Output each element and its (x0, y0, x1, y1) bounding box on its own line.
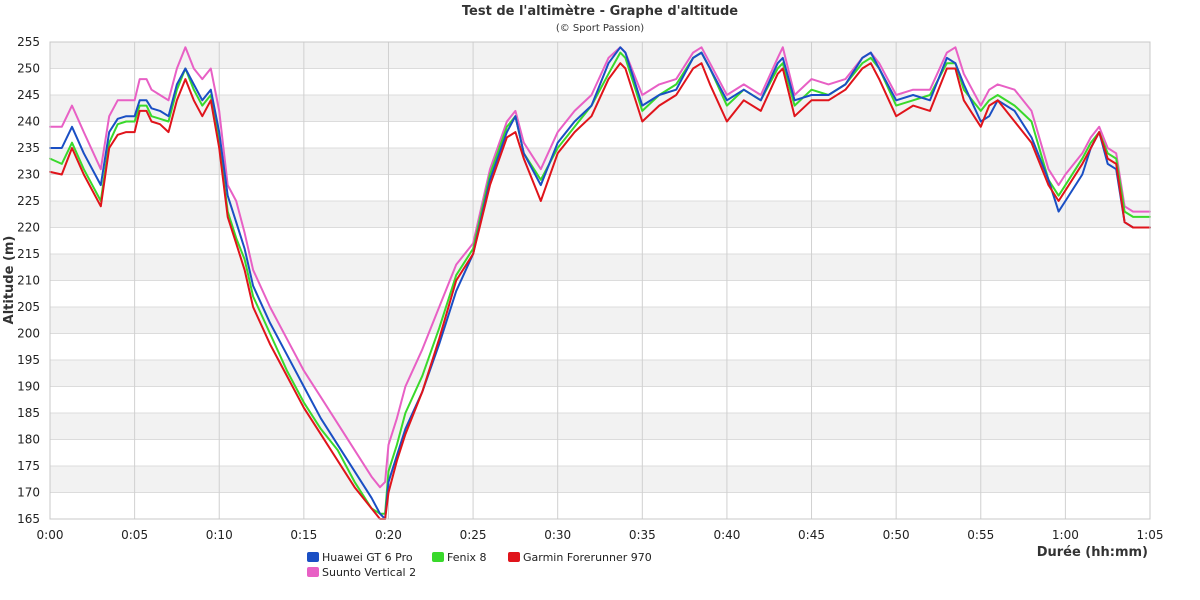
y-tick-label: 255 (17, 35, 40, 49)
chart-subtitle: (© Sport Passion) (556, 23, 644, 34)
legend: Huawei GT 6 Pro Fenix 8 Garmin Forerunner … (307, 551, 652, 579)
legend-label: Garmin Forerunner 970 (523, 551, 652, 564)
x-tick-label: 0:30 (544, 528, 571, 542)
y-tick-label: 205 (17, 300, 40, 314)
x-tick-label: 0:45 (798, 528, 825, 542)
x-tick-label: 0:10 (206, 528, 233, 542)
x-tick-label: 0:55 (967, 528, 994, 542)
grid-band (50, 466, 1150, 493)
x-tick-label: 0:25 (460, 528, 487, 542)
legend-swatch (432, 552, 444, 562)
legend-label: Huawei GT 6 Pro (322, 551, 413, 564)
y-axis-ticks: 165 170 175 180 185 190 195 200 205 210 215 220 225 2… (17, 35, 40, 526)
plot-frame (49, 41, 1151, 520)
y-tick-label: 200 (17, 327, 40, 341)
y-tick-label: 235 (17, 141, 40, 155)
y-tick-label: 210 (17, 274, 40, 288)
x-tick-label: 0:20 (375, 528, 402, 542)
x-tick-label: 0:00 (37, 528, 64, 542)
series-line-garmin-forerunner-970 (49, 62, 1151, 520)
y-tick-label: 240 (17, 115, 40, 129)
y-tick-label: 185 (17, 406, 40, 420)
y-tick-label: 180 (17, 433, 40, 447)
grid-band (50, 42, 1150, 69)
legend-label: Fenix 8 (447, 551, 487, 564)
y-tick-label: 225 (17, 194, 40, 208)
series-layer (49, 46, 1151, 520)
y-tick-label: 165 (17, 512, 40, 526)
chart-title: Test de l'altimètre - Graphe d'altitude (462, 4, 738, 19)
grid-band (50, 360, 1150, 387)
x-tick-label: 0:05 (121, 528, 148, 542)
y-tick-label: 170 (17, 486, 40, 500)
y-tick-label: 215 (17, 247, 40, 261)
series-line-huawei-gt-6-pro (49, 46, 1151, 520)
x-axis-ticks: 0:00 0:05 0:10 0:15 0:20 0:25 0:30 0:35 0:40 0:45… (37, 528, 1164, 542)
x-axis-label: Durée (hh:mm) (1037, 545, 1148, 560)
grid-band (50, 201, 1150, 228)
grid-band (50, 413, 1150, 440)
x-tick-label: 1:00 (1052, 528, 1079, 542)
y-tick-label: 245 (17, 88, 40, 102)
y-axis-label: Altitude (m) (2, 236, 17, 325)
legend-swatch (508, 552, 520, 562)
y-tick-label: 190 (17, 380, 40, 394)
legend-label: Suunto Vertical 2 (322, 566, 416, 579)
x-tick-label: 1:05 (1137, 528, 1164, 542)
series-line-suunto-vertical-2 (49, 46, 1151, 489)
grid-band (50, 307, 1150, 334)
grid-band (50, 254, 1150, 281)
y-tick-label: 195 (17, 353, 40, 367)
grid-band (50, 148, 1150, 175)
y-tick-label: 230 (17, 168, 40, 182)
x-tick-label: 0:50 (883, 528, 910, 542)
x-tick-label: 0:40 (713, 528, 740, 542)
x-tick-label: 0:35 (629, 528, 656, 542)
y-tick-label: 220 (17, 221, 40, 235)
y-tick-label: 175 (17, 459, 40, 473)
y-tick-label: 250 (17, 62, 40, 76)
grid-bands (50, 42, 1150, 493)
x-tick-label: 0:15 (290, 528, 317, 542)
legend-swatch (307, 567, 319, 577)
legend-swatch (307, 552, 319, 562)
